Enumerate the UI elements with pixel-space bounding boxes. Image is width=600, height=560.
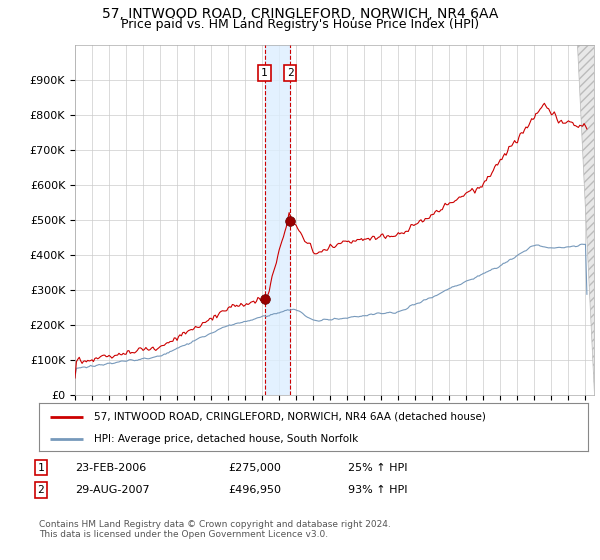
Text: £275,000: £275,000 [228,463,281,473]
Text: 2: 2 [287,68,293,78]
Text: 29-AUG-2007: 29-AUG-2007 [75,485,149,495]
Polygon shape [577,45,594,395]
Text: 2: 2 [37,485,44,495]
Bar [265,45,290,395]
Text: £496,950: £496,950 [228,485,281,495]
Text: 25% ↑ HPI: 25% ↑ HPI [348,463,407,473]
Text: Contains HM Land Registry data © Crown copyright and database right 2024.
This d: Contains HM Land Registry data © Crown c… [39,520,391,539]
Text: 23-FEB-2006: 23-FEB-2006 [75,463,146,473]
Text: 1: 1 [37,463,44,473]
Text: 57, INTWOOD ROAD, CRINGLEFORD, NORWICH, NR4 6AA: 57, INTWOOD ROAD, CRINGLEFORD, NORWICH, … [102,7,498,21]
Text: 57, INTWOOD ROAD, CRINGLEFORD, NORWICH, NR4 6AA (detached house): 57, INTWOOD ROAD, CRINGLEFORD, NORWICH, … [94,412,486,422]
Text: Price paid vs. HM Land Registry's House Price Index (HPI): Price paid vs. HM Land Registry's House … [121,18,479,31]
Text: 1: 1 [261,68,268,78]
Text: 93% ↑ HPI: 93% ↑ HPI [348,485,407,495]
Text: HPI: Average price, detached house, South Norfolk: HPI: Average price, detached house, Sout… [94,434,358,444]
